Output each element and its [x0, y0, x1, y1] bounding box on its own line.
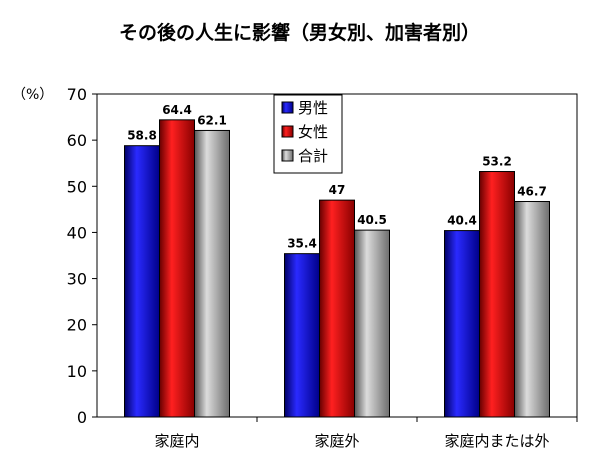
legend-swatch [281, 101, 294, 114]
data-label: 64.4 [162, 103, 192, 117]
data-label: 46.7 [517, 185, 547, 199]
data-label: 53.2 [482, 155, 512, 169]
y-tick-label: 10 [67, 362, 87, 381]
y-unit-label: （%） [12, 87, 53, 103]
data-label: 40.4 [447, 214, 477, 228]
bar-0-2 [444, 230, 480, 418]
data-label: 40.5 [357, 213, 387, 227]
data-label: 47 [329, 183, 346, 197]
x-tick-label: 家庭内または外 [444, 432, 549, 450]
x-tick-label: 家庭内 [154, 432, 199, 450]
y-tick-label: 20 [67, 316, 87, 335]
y-tick-label: 50 [67, 177, 87, 196]
legend-swatch [281, 149, 294, 162]
bar-0-0 [124, 145, 160, 418]
x-tick-label: 家庭外 [314, 432, 359, 450]
chart-title: その後の人生に影響（男女別、加害者別） [118, 22, 480, 44]
y-tick-label: 0 [77, 408, 87, 427]
bar-2-1 [354, 229, 390, 418]
data-label: 62.1 [197, 113, 227, 127]
bar-0-1 [284, 253, 320, 418]
y-tick-label: 70 [67, 85, 87, 104]
y-tick-label: 40 [67, 223, 87, 242]
y-tick-label: 60 [67, 131, 87, 150]
bar-2-2 [514, 201, 550, 418]
y-tick-label: 30 [67, 270, 87, 289]
bar-1-1 [319, 199, 355, 418]
bar-2-0 [194, 129, 230, 418]
data-label: 35.4 [287, 237, 317, 251]
legend-label: 合計 [298, 147, 328, 165]
bar-1-2 [479, 171, 515, 418]
legend-label: 女性 [298, 123, 328, 141]
legend-label: 男性 [298, 99, 328, 117]
data-label: 58.8 [127, 129, 157, 143]
legend-swatch [281, 125, 294, 138]
bar-1-0 [159, 119, 195, 418]
